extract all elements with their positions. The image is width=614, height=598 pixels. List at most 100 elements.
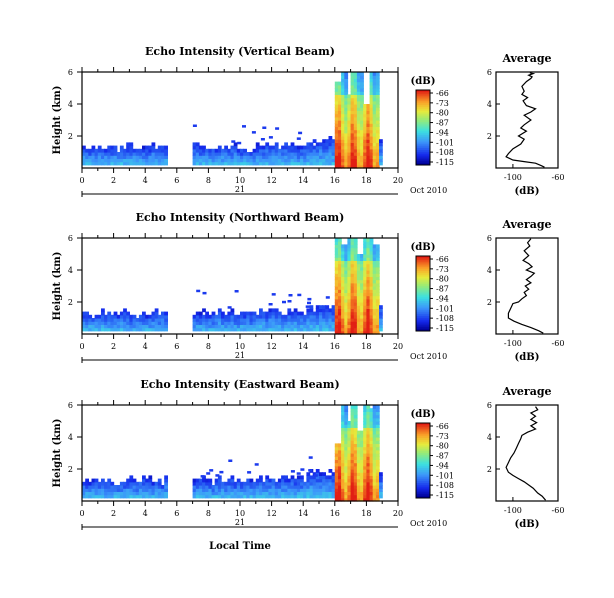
heatmap-cell	[217, 494, 222, 499]
heatmap-cell	[200, 475, 205, 478]
heatmap-cell	[347, 433, 352, 438]
heatmap-cell	[369, 327, 374, 332]
heatmap-cell	[341, 314, 345, 319]
heatmap-cell	[353, 308, 358, 313]
heatmap-cell	[344, 437, 349, 441]
heatmap-cell	[363, 241, 367, 245]
heatmap-cell	[331, 491, 336, 496]
heatmap-cell	[290, 152, 295, 156]
heatmap-cell	[202, 161, 206, 166]
heatmap-cell	[227, 491, 232, 496]
heatmap-cell	[306, 311, 311, 316]
profile-frame	[495, 71, 559, 169]
heatmap-cell	[319, 491, 323, 496]
heatmap-cell	[334, 488, 339, 492]
heatmap-cell	[369, 142, 374, 147]
heatmap-cell	[265, 155, 270, 159]
heatmap-cell	[366, 270, 371, 274]
heatmap-cell	[322, 145, 326, 150]
heatmap-cell	[164, 148, 168, 153]
heatmap-cell	[82, 152, 86, 156]
month-label: Oct 2010	[410, 352, 447, 361]
heatmap-cell	[126, 318, 130, 322]
heatmap-cell	[296, 478, 301, 483]
heatmap-cell	[353, 254, 358, 258]
heatmap-cell	[353, 270, 358, 274]
heatmap-cell	[309, 148, 314, 153]
heatmap-cell	[331, 475, 336, 480]
heatmap-cell	[344, 276, 349, 281]
heatmap-cell	[334, 155, 339, 159]
heatmap-cell	[369, 430, 374, 435]
heatmap-cell	[356, 446, 361, 451]
heatmap-cell	[154, 308, 159, 313]
heatmap-cell	[227, 318, 232, 322]
heatmap-cell	[341, 78, 345, 83]
heatmap-cell	[372, 120, 377, 124]
heatmap-cell	[334, 286, 339, 290]
heatmap-cell	[119, 148, 124, 153]
heatmap-cell	[202, 494, 206, 499]
colorbar-tick-label: -94	[436, 128, 449, 137]
heatmap-cell	[325, 488, 330, 492]
heatmap-cell	[331, 494, 336, 499]
heatmap-cell	[271, 152, 276, 156]
heatmap-cell	[347, 298, 352, 303]
heatmap-cell	[353, 311, 358, 316]
heatmap-cell	[315, 488, 320, 492]
heatmap-cell	[91, 321, 96, 325]
heatmap-cell	[338, 260, 342, 265]
heatmap-cell	[271, 491, 276, 496]
heatmap-cell	[372, 324, 377, 329]
heatmap-cell	[277, 161, 282, 166]
heatmap-cell	[372, 459, 377, 464]
heatmap-cell	[369, 152, 374, 156]
x-tick-label: 20	[393, 509, 403, 518]
colorbar-cell	[416, 129, 430, 132]
heatmap-cell	[132, 488, 137, 492]
colorbar-tick-label: -87	[436, 452, 449, 461]
heatmap-cell	[347, 430, 352, 435]
heatmap-cell	[375, 270, 380, 274]
heatmap-cell	[338, 155, 342, 159]
y-tick-label: 6	[68, 68, 73, 77]
heatmap-cell	[113, 155, 118, 159]
heatmap-cell	[369, 302, 374, 306]
heatmap-cell	[319, 308, 323, 313]
heatmap-cell	[338, 250, 342, 255]
heatmap-cell	[325, 318, 330, 322]
colorbar: (dB)-66-73-80-87-94-101-108-115	[411, 242, 454, 333]
colorbar-cell	[416, 101, 430, 104]
heatmap-cell	[347, 314, 352, 319]
heatmap-cell	[116, 327, 121, 332]
heatmap-cell	[255, 161, 260, 166]
heatmap-cell	[353, 129, 358, 134]
heatmap-cell	[249, 152, 254, 156]
heatmap-cell	[350, 241, 355, 245]
heatmap-cell	[252, 318, 257, 322]
heatmap-cell	[356, 270, 361, 274]
heatmap-cell	[319, 161, 323, 166]
heatmap-cell	[344, 292, 349, 297]
heatmap-cell	[338, 136, 342, 140]
heatmap-cell	[366, 305, 371, 309]
heatmap-cell	[360, 107, 364, 111]
heatmap-cell	[344, 421, 349, 425]
heatmap-cell	[360, 120, 364, 124]
heatmap-cell	[284, 324, 288, 329]
x-tick-label: 6	[174, 176, 179, 185]
heatmap-cell	[284, 152, 288, 156]
heatmap-cell	[369, 411, 374, 416]
heatmap-cell	[198, 145, 203, 150]
heatmap-cell	[344, 148, 349, 153]
heatmap-cell	[366, 241, 371, 245]
heatmap-cell	[142, 318, 146, 322]
heatmap-cell	[347, 97, 352, 102]
heatmap-cell	[379, 485, 383, 489]
heatmap-cell	[347, 456, 352, 460]
heatmap-cell	[202, 314, 206, 319]
colorbar-cell	[416, 428, 430, 432]
heatmap-cell	[312, 475, 317, 480]
heatmap-cell	[344, 488, 349, 492]
heatmap-cell	[338, 302, 342, 306]
